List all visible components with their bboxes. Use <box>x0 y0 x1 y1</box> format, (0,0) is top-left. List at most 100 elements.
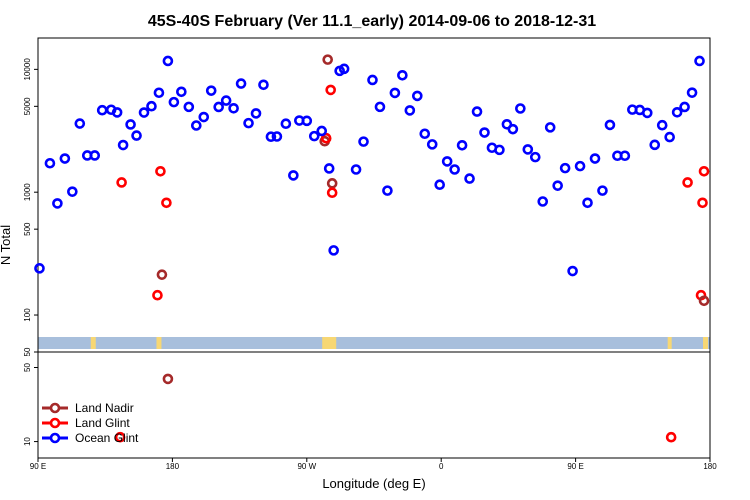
ocean-glint-point <box>471 106 483 117</box>
ocean-glint-point <box>265 131 277 142</box>
ocean-glint-point <box>176 86 187 98</box>
ocean-glint-point <box>168 96 180 108</box>
x-axis: 90 E 180 90 W 0 90 E 180 <box>30 458 717 471</box>
land-glint-point <box>320 132 332 144</box>
land-nadir-point <box>326 178 338 189</box>
ocean-glint-point <box>162 55 174 67</box>
ocean-glint-point <box>350 164 362 175</box>
ocean-glint-point <box>250 108 262 119</box>
ocean-glint-point <box>146 100 157 112</box>
y-tick-label: 500 <box>23 222 32 236</box>
land-glint-point <box>326 187 338 199</box>
ocean-glint-point <box>338 63 350 75</box>
legend-marker-ocean-glint <box>49 432 61 444</box>
ocean-glint-point <box>258 79 269 91</box>
ocean-glint-point <box>374 101 386 113</box>
upper-panel: 50 100 500 1000 5000 10000 <box>23 37 711 356</box>
x-tick-label: 0 <box>439 462 444 471</box>
ocean-glint-point <box>44 157 56 169</box>
ocean-glint-point <box>604 119 616 131</box>
ocean-glint-point <box>243 117 254 129</box>
ocean-glint-point <box>649 139 661 151</box>
y-tick-label: 50 <box>23 362 32 371</box>
ocean-glint-point <box>367 74 378 86</box>
ocean-glint-point <box>494 144 505 156</box>
ocean-glint-point <box>529 151 541 163</box>
ocean-glint-point <box>288 170 299 181</box>
ocean-glint-point <box>656 119 668 131</box>
ocean-glint-point <box>597 185 608 196</box>
ocean-glint-point <box>441 156 453 167</box>
legend-label-ocean-glint: Ocean Glint <box>75 431 139 445</box>
ocean-glint-point <box>323 163 335 174</box>
ocean-glint-point <box>52 198 63 209</box>
ocean-glint-point <box>619 150 631 162</box>
ocean-glint-point <box>198 111 210 123</box>
upper-plot-frame <box>37 37 711 353</box>
land-glint-point <box>114 431 126 443</box>
ocean-mask-strip <box>38 337 710 349</box>
land-nadir-point <box>322 54 334 65</box>
ocean-glint-point <box>679 101 690 113</box>
land-mask-segment <box>322 337 337 349</box>
ocean-glint-point <box>671 107 683 118</box>
land-mask-segment <box>90 337 96 349</box>
land-nadir-point <box>156 269 168 280</box>
ocean-glint-point <box>153 87 165 99</box>
y-tick-label: 10000 <box>23 58 32 81</box>
ocean-glint-point <box>507 123 519 135</box>
land-glint-point <box>698 165 710 177</box>
ocean-glint-point <box>74 118 86 129</box>
ocean-glint-point <box>111 107 123 118</box>
land-glint-point <box>682 177 693 188</box>
ocean-glint-point <box>34 263 45 274</box>
ocean-glint-point <box>89 150 101 161</box>
land-mask-segment <box>703 337 709 349</box>
ocean-glint-point <box>664 131 675 143</box>
land-glint-point <box>152 289 163 301</box>
ocean-glint-point <box>464 173 475 184</box>
ocean-glint-point <box>228 102 239 114</box>
ocean-glint-point <box>552 180 563 191</box>
ocean-glint-point <box>382 185 393 196</box>
land-glint-point <box>155 165 166 177</box>
ocean-glint-point <box>59 153 71 164</box>
ocean-glint-point <box>358 136 369 147</box>
land-glint-point <box>116 177 127 188</box>
ocean-glint-point <box>301 115 313 127</box>
ocean-glint-point <box>96 104 108 116</box>
ocean-glint-point <box>449 164 460 175</box>
ocean-glint-point <box>138 107 150 118</box>
y-tick-label: 100 <box>23 308 32 322</box>
ocean-glint-point <box>479 127 490 138</box>
ocean-glint-point <box>537 196 549 207</box>
ocean-glint-point <box>205 85 217 96</box>
x-tick-label: 90 E <box>567 462 583 471</box>
ocean-glint-point <box>412 90 423 102</box>
ocean-glint-point <box>389 87 401 99</box>
ocean-glint-point <box>426 139 438 150</box>
ocean-glint-point <box>117 139 129 151</box>
x-tick-label: 180 <box>166 462 180 471</box>
legend-marker-land-nadir <box>49 402 61 414</box>
land-glint-point <box>697 197 708 209</box>
land-nadir-point <box>162 373 174 385</box>
ocean-glint-point <box>280 118 292 130</box>
land-mask-segment <box>667 337 672 349</box>
lower-panel: 10 50 <box>23 295 711 459</box>
ocean-glint-point <box>190 120 202 131</box>
ocean-glint-point <box>544 122 556 133</box>
ocean-glint-point <box>213 101 224 113</box>
ocean-glint-point <box>694 55 705 67</box>
ocean-glint-point <box>574 160 586 172</box>
y-axis-label: N Total <box>0 225 13 265</box>
ocean-glint-point <box>582 197 593 209</box>
x-tick-label: 180 <box>703 462 717 471</box>
ocean-glint-point <box>308 130 320 142</box>
land-glint-point <box>161 197 172 209</box>
legend-label-land-nadir: Land Nadir <box>75 401 134 415</box>
land-nadir-point <box>698 295 710 307</box>
ocean-glint-point <box>131 130 142 141</box>
